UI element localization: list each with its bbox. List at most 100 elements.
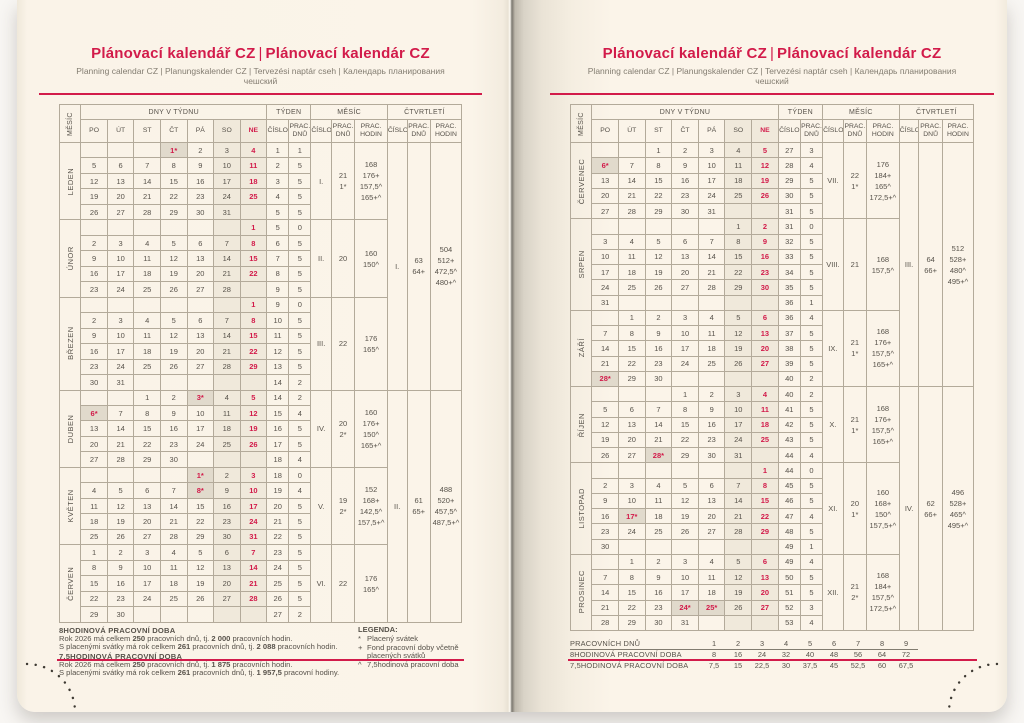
day-cell: 14 [591,584,619,601]
day-cell [591,553,619,571]
day-cell: 13 [213,559,241,577]
day-cell: 4 [724,141,753,159]
month-name: SRPEN [570,218,592,311]
month-number-cell: II. [310,219,332,298]
week-row: 13 14 15 16 17 18 19 16 5 [60,420,462,437]
week-row: 31 36 1 [571,294,974,311]
left-page-content: Plánovací kalendář CZ | Plánovací kalendár… [39,0,482,712]
day-cell: 9 [591,492,619,510]
day-cell: 30 [186,203,215,221]
week-workdays-cell: 0 [799,462,824,479]
day-cell: 17 [239,497,268,515]
days-group-header: DNY V TÝDNU [591,104,779,120]
day-cell: 8 [671,401,699,418]
week-workdays-cell: 5 [799,248,824,266]
week-number-cell: 11 [266,327,290,345]
day-cell: 8 [159,157,188,174]
month-number-cell: V. [310,466,332,546]
week-row: 19 20 21 22 23 24 25 43 5 [571,431,974,449]
day-cell: 23 [213,513,241,530]
day-cell [213,219,241,236]
day-cell [80,389,108,406]
week-row: 29 30 27 2 [60,606,462,623]
week-row: 9 10 11 12 13 14 15 46 5 [571,492,974,510]
day-cell [80,219,108,236]
page-title: Plánovací kalendář CZ | Plánovací kalendár… [59,45,462,62]
day-cell: 11 [644,492,673,510]
summary-value: 56 [853,650,863,659]
week-workdays-cell: 4 [799,309,824,327]
day-cell [213,606,241,623]
day-cell: 28 [239,590,268,608]
day-cell [617,294,646,311]
day-cell: 29 [617,370,646,388]
week-row: 15 16 17 18 19 20 21 25 5 [60,575,462,592]
day-cell: 31 [213,203,241,221]
day-cell [697,370,726,388]
week-number-cell: 20 [266,497,290,515]
quarter-number-cell: I. [386,142,408,391]
quarter-workdays-cell: 64 66+ [918,142,943,387]
day-cell [724,614,753,632]
week-workdays-cell: 5 [288,435,312,453]
day-cell: 30 [213,528,241,546]
day-cell: 17 [186,420,215,437]
day-cell: 9 [644,568,673,586]
day-cell: 29 [644,202,673,220]
quarter-workhours-cell: 512 528+ 480^ 495+^ [941,142,975,387]
quarter-group-header: ČTVRTLETÍ [898,104,975,120]
day-cell [159,466,188,484]
day-cell: 4 [159,544,188,561]
day-cell: 18 [239,172,268,190]
day-cell: 13 [751,568,779,586]
day-cell: 6* [80,404,108,422]
day-cell: 24 [591,279,619,296]
day-cell: 24 [671,355,699,372]
day-cell: 4 [617,233,646,250]
summary-value: 9 [894,638,918,650]
quarter-number-cell: IV. [898,386,920,631]
legend-symbol: ^ [358,659,362,669]
day-cell: 2 [159,389,188,406]
week-workdays-cell: 5 [799,202,824,220]
day-cell: 10 [617,492,646,510]
day-cell: 22 [644,187,673,205]
quarter-workhours-cell: 504 512+ 472,5^ 480+^ [429,142,463,391]
week-number-cell: 9 [266,281,290,298]
month-column-header: MĚSÍC [59,104,81,143]
day-name-header: PÁ [186,119,215,143]
week-workdays-cell: 5 [799,492,824,510]
week-row: 24 25 26 27 28 29 30 35 5 [571,279,974,296]
month-workhours-cell: 168 176+ 157,5^ 165+^ [866,309,900,388]
legend-title: LEGENDA: [358,625,398,634]
bottom-rule-left [57,658,464,661]
day-cell: 1 [239,219,268,236]
planner-spread: Plánovací kalendář CZ | Plánovací kalendár… [17,0,1007,712]
week-workdays-cell: 5 [288,513,312,530]
week-workdays-cell: 5 [288,559,312,577]
days-group-header: DNY V TÝDNU [80,104,268,120]
day-name-header: SO [213,119,241,143]
day-cell: 20 [186,343,215,360]
day-cell: 22 [133,435,161,453]
quarter-number-cell: III. [898,142,920,387]
day-cell: 31 [591,294,619,311]
day-cell: 22 [671,431,699,449]
day-cell: 11 [724,157,753,174]
day-cell: 13 [751,324,779,342]
day-cell: 11 [213,404,241,422]
day-cell: 31 [671,614,699,632]
day-cell: 10 [591,248,619,266]
day-cell: 12 [106,497,135,515]
day-cell [133,296,161,314]
day-cell: 6* [591,157,619,174]
day-cell: 2 [751,218,779,235]
day-cell: 25 [239,188,268,205]
header-rule [550,93,994,95]
month-name: ZÁŘÍ [570,310,592,387]
week-row: 10 11 12 13 14 15 16 33 5 [571,248,974,266]
day-cell: 25 [724,187,753,205]
day-cell: 28 [591,614,619,632]
day-cell: 23 [751,263,779,281]
day-cell: 3 [671,553,699,571]
